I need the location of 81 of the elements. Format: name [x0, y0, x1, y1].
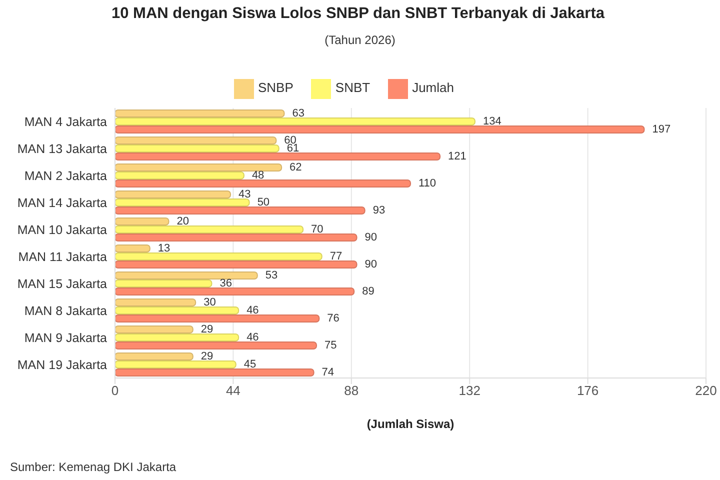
y-tick-label: MAN 4 Jakarta — [24, 114, 108, 129]
bar — [115, 226, 304, 234]
data-label: 90 — [364, 258, 378, 270]
data-label: 93 — [372, 204, 386, 216]
x-tick-label: 88 — [344, 383, 359, 398]
bar — [115, 152, 441, 160]
bar — [115, 126, 645, 134]
y-tick-label: MAN 13 Jakarta — [17, 142, 108, 156]
data-label: 89 — [362, 285, 374, 298]
bar — [115, 360, 236, 368]
bar — [115, 190, 232, 198]
bar — [115, 314, 320, 322]
data-label: 75 — [324, 339, 337, 352]
bar — [115, 206, 366, 214]
x-axis-title: (Jumlah Siswa) — [366, 417, 454, 431]
legend-label: Jumlah — [412, 80, 454, 96]
y-tick-label: MAN 19 Jakarta — [17, 358, 108, 372]
data-label: 36 — [220, 277, 232, 290]
data-label: 197 — [652, 123, 671, 136]
text: Sumber: Kemenag DKI Jakarta — [10, 460, 176, 474]
y-tick-label: MAN 8 Jakarta — [24, 304, 108, 318]
y-tick-label: MAN 11 Jakarta — [18, 250, 108, 264]
y-tick-label: MAN 9 Jakarta — [24, 330, 108, 345]
data-label: 46 — [246, 304, 259, 316]
data-label: 13 — [158, 242, 170, 254]
data-label: 74 — [322, 366, 334, 378]
bar — [115, 218, 170, 226]
bar — [115, 298, 196, 306]
bar — [115, 342, 317, 350]
data-label: 121 — [448, 150, 466, 162]
data-label: 43 — [238, 188, 251, 200]
data-label: 110 — [418, 177, 436, 190]
x-tick-label: 132 — [458, 383, 480, 398]
y-tick-label: MAN 10 Jakarta — [17, 222, 108, 237]
y-tick-label: MAN 2 Jakarta — [24, 168, 108, 183]
bar — [115, 172, 244, 180]
bar — [115, 144, 280, 152]
bar — [115, 326, 194, 334]
bar — [115, 110, 285, 118]
data-label: 90 — [364, 231, 378, 244]
data-label: 53 — [265, 269, 278, 282]
bar — [115, 368, 314, 376]
bar — [115, 334, 240, 342]
data-label: 20 — [176, 215, 189, 228]
data-label: 62 — [290, 161, 302, 174]
x-tick-label: 176 — [576, 383, 599, 398]
data-label: 50 — [257, 196, 270, 208]
bar — [115, 306, 240, 314]
legend-label: SNBP — [258, 80, 294, 96]
data-label: 70 — [311, 223, 324, 236]
bar — [115, 136, 277, 144]
legend-label: SNBT — [335, 80, 370, 96]
data-label: 63 — [292, 107, 304, 120]
data-label: 76 — [327, 312, 340, 324]
bar — [115, 260, 358, 268]
bar — [115, 352, 194, 360]
y-tick-label: MAN 14 Jakarta — [17, 196, 108, 210]
bar — [115, 198, 250, 206]
bar — [115, 244, 150, 252]
bar — [115, 288, 355, 296]
chart-title: 10 MAN dengan Siswa Lolos SNBP dan SNBT Terbanyak di Jakarta — [110, 5, 606, 23]
data-label: 45 — [244, 358, 256, 370]
data-label: 29 — [200, 323, 214, 336]
data-label: 46 — [246, 331, 259, 344]
x-tick-label: 0 — [111, 383, 119, 398]
bar — [115, 234, 358, 242]
data-label: 134 — [482, 115, 502, 128]
bar — [115, 280, 212, 288]
bar — [115, 118, 476, 126]
x-tick-label: 220 — [695, 383, 717, 398]
data-label: 48 — [252, 169, 264, 182]
x-tick-label: 44 — [226, 383, 240, 398]
data-label: 30 — [204, 296, 216, 308]
chart-subtitle: (Tahun 2026) — [324, 33, 396, 47]
data-label: 77 — [330, 250, 342, 262]
bar — [115, 272, 258, 280]
data-label: 29 — [200, 350, 214, 362]
bar — [115, 252, 322, 260]
bar — [115, 180, 411, 188]
bar — [115, 164, 282, 172]
y-tick-label: MAN 15 Jakarta — [17, 276, 108, 291]
